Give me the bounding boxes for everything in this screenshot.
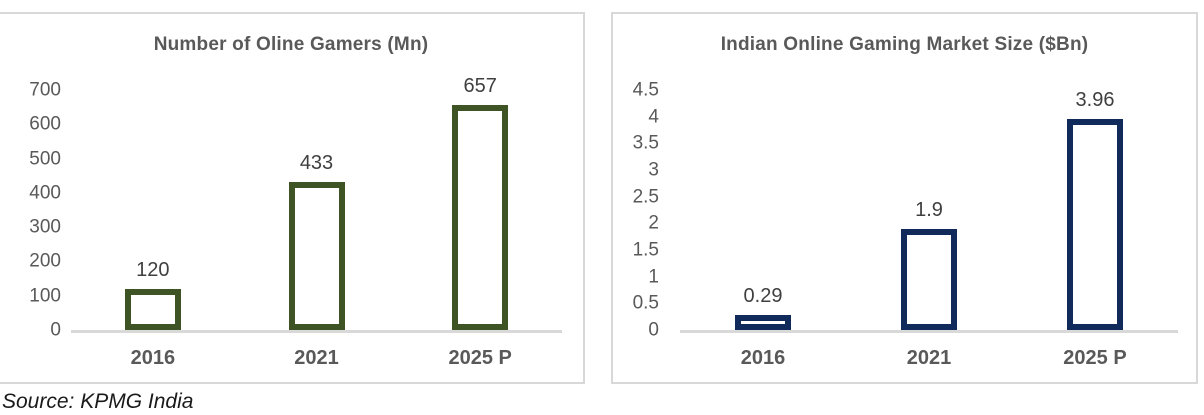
y-axis-tick-label: 3.5 <box>632 132 659 154</box>
bar <box>288 181 345 330</box>
plot-area: 0.29 1.9 3.96 2016 2021 2025 P <box>680 90 1178 369</box>
chart-title: Number of Oline Gamers (Mn) <box>153 34 429 55</box>
bar-slot: 1.9 <box>846 90 1012 330</box>
bar-slot: 120 <box>71 90 235 330</box>
y-axis-tick-label: 2 <box>648 212 659 234</box>
bar-value-label: 433 <box>299 151 334 174</box>
y-axis-tick-label: 4.5 <box>632 79 659 101</box>
y-axis-tick-label: 700 <box>29 79 61 101</box>
bar-slot: 3.96 <box>1012 90 1178 330</box>
bar-slot: 0.29 <box>680 90 846 330</box>
gamers-bar-chart: 0 100 200 300 400 500 600 700 120 433 657 2016 202… <box>0 76 583 369</box>
x-category-label: 2016 <box>740 347 786 369</box>
market-size-chart-panel: Indian Online Gaming Market Size ($Bn) 0… <box>611 12 1198 384</box>
x-category-label: 2016 <box>130 347 176 369</box>
bars-container: 120 433 657 <box>71 76 562 330</box>
y-axis-tick-label: 0.5 <box>632 292 659 314</box>
x-category-label: 2021 <box>906 347 952 369</box>
y-axis: 0 100 200 300 400 500 600 700 <box>0 81 61 340</box>
market-size-bar-chart: 0 0.5 1 1.5 2 2.5 3 3.5 4 4.5 0.29 1.9 3.96 2016 202… <box>613 81 1196 369</box>
y-axis-tick-label: 4 <box>648 106 659 128</box>
y-axis-tick-label: 1.5 <box>632 239 659 261</box>
bar-value-label: 1.9 <box>915 198 943 221</box>
gamers-chart-panel: Number of Oline Gamers (Mn) 0 100 200 300 40… <box>0 12 585 384</box>
bar-slot: 433 <box>235 90 399 330</box>
y-axis-tick-label: 400 <box>29 182 61 204</box>
bar-value-label: 657 <box>463 74 497 97</box>
y-axis-tick-label: 1 <box>648 266 659 288</box>
y-axis-tick-label: 100 <box>29 285 61 307</box>
bar-slot: 657 <box>398 76 562 330</box>
bar <box>124 288 181 330</box>
x-axis-labels: 2016 2021 2025 P <box>680 347 1178 370</box>
y-axis-tick-label: 200 <box>29 250 61 272</box>
y-axis-tick-label: 300 <box>29 216 61 238</box>
bar-value-label: 3.96 <box>1075 88 1115 111</box>
bar-value-label: 120 <box>136 258 170 281</box>
x-axis-labels: 2016 2021 2025 P <box>71 347 562 370</box>
y-axis-tick-label: 2.5 <box>632 186 659 208</box>
plot-area: 120 433 657 2016 2021 2025 P <box>71 76 562 369</box>
y-axis-tick-label: 600 <box>29 113 61 135</box>
chart-title: Indian Online Gaming Market Size ($Bn) <box>720 34 1089 55</box>
y-axis: 0 0.5 1 1.5 2 2.5 3 3.5 4 4.5 <box>613 81 659 340</box>
y-axis-tick-label: 0 <box>648 319 659 341</box>
bar <box>452 104 509 330</box>
x-category-label: 2025 P <box>1063 347 1127 369</box>
bar <box>1067 118 1123 330</box>
x-category-label: 2021 <box>294 347 339 369</box>
y-axis-tick-label: 0 <box>50 319 61 341</box>
bar <box>901 228 957 330</box>
y-axis-tick-label: 3 <box>648 159 659 181</box>
source-note: Source: KPMG India <box>2 390 194 413</box>
x-category-label: 2025 P <box>448 347 512 369</box>
bar-value-label: 0.29 <box>743 284 783 307</box>
bars-container: 0.29 1.9 3.96 <box>680 90 1178 330</box>
bar <box>735 314 791 330</box>
y-axis-tick-label: 500 <box>29 148 61 170</box>
